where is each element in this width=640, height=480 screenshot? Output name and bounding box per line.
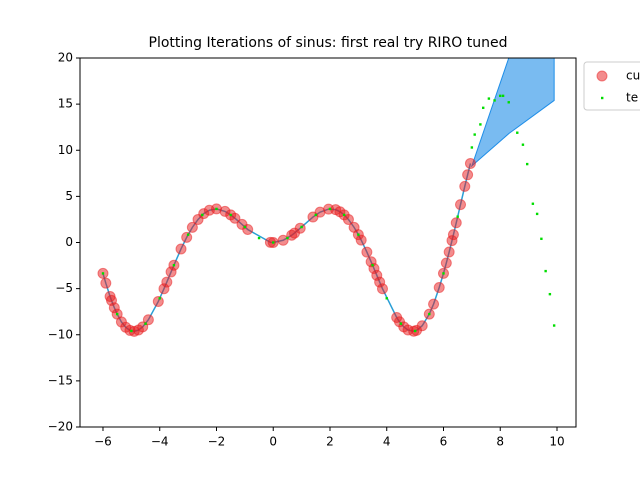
x-tick-label: 6 <box>440 435 448 449</box>
point <box>100 277 112 289</box>
point <box>186 233 190 236</box>
y-tick-label: 0 <box>65 235 73 249</box>
y-tick-label: 15 <box>58 97 73 111</box>
x-tick-label: −4 <box>151 435 169 449</box>
point <box>342 213 354 225</box>
point <box>544 269 547 273</box>
chart-title: Plotting Iterations of sinus: first real… <box>149 35 508 51</box>
point <box>456 215 459 218</box>
point <box>443 246 455 258</box>
x-tick-label: 2 <box>326 435 334 449</box>
legend-label: cu <box>626 69 640 83</box>
point <box>525 162 529 166</box>
point <box>516 131 519 134</box>
x-tick-label: 4 <box>383 435 391 449</box>
point <box>161 276 173 288</box>
point <box>371 263 374 267</box>
point <box>521 143 525 146</box>
point <box>286 236 289 240</box>
x-tick-label: 0 <box>269 435 277 449</box>
point <box>440 257 452 269</box>
point <box>181 231 193 243</box>
point <box>314 213 317 217</box>
point <box>175 243 187 255</box>
legend-marker <box>596 70 608 82</box>
point <box>272 241 275 244</box>
x-tick-label: −6 <box>94 435 112 449</box>
point <box>493 99 496 102</box>
point <box>450 217 462 229</box>
point <box>300 225 303 229</box>
point <box>243 225 247 229</box>
point <box>357 233 360 236</box>
y-tick-label: 20 <box>58 51 73 65</box>
point <box>229 213 232 217</box>
point <box>535 212 539 216</box>
point <box>328 207 332 211</box>
point <box>552 324 556 327</box>
point <box>455 199 467 211</box>
point <box>342 213 346 217</box>
legend-marker <box>601 96 604 100</box>
point <box>442 272 445 275</box>
point <box>152 295 164 307</box>
y-tick-label: −10 <box>48 327 73 341</box>
point <box>531 202 535 205</box>
point <box>462 169 474 181</box>
point <box>115 312 119 316</box>
point <box>501 94 505 98</box>
point <box>355 234 367 246</box>
point <box>482 106 485 110</box>
x-tick-label: −2 <box>208 435 226 449</box>
point <box>376 283 388 295</box>
point <box>479 123 482 126</box>
point <box>142 314 154 326</box>
point <box>470 146 474 149</box>
plot-area <box>97 58 556 337</box>
point <box>413 329 417 333</box>
point <box>277 234 289 246</box>
x-tick-label: 8 <box>496 435 504 449</box>
point <box>428 312 431 316</box>
point <box>487 97 491 100</box>
legend-label: te <box>626 91 638 105</box>
point <box>229 212 241 224</box>
point <box>416 320 428 332</box>
point <box>158 297 161 300</box>
point <box>294 222 306 234</box>
point <box>548 292 552 296</box>
point <box>428 298 440 310</box>
point <box>459 180 471 192</box>
y-tick-label: 10 <box>58 143 73 157</box>
point <box>361 246 373 258</box>
point <box>399 322 403 325</box>
point <box>172 263 176 267</box>
y-tick-label: −15 <box>48 373 73 387</box>
point <box>507 101 510 104</box>
y-tick-label: −5 <box>55 281 73 295</box>
confidence-band <box>470 58 555 168</box>
point <box>201 213 204 217</box>
point <box>186 221 198 233</box>
point <box>101 272 105 275</box>
point <box>447 229 459 241</box>
legend: cu te <box>583 61 640 111</box>
x-tick-label: 10 <box>549 435 564 449</box>
point <box>540 237 543 241</box>
point <box>433 282 445 294</box>
point <box>499 94 502 98</box>
point <box>257 236 261 240</box>
point <box>385 297 388 300</box>
point <box>473 133 476 136</box>
point <box>130 329 133 333</box>
point <box>144 322 147 325</box>
y-tick-label: 5 <box>65 189 73 203</box>
point <box>464 157 476 169</box>
y-tick-label: −20 <box>48 420 73 434</box>
point <box>215 207 218 211</box>
